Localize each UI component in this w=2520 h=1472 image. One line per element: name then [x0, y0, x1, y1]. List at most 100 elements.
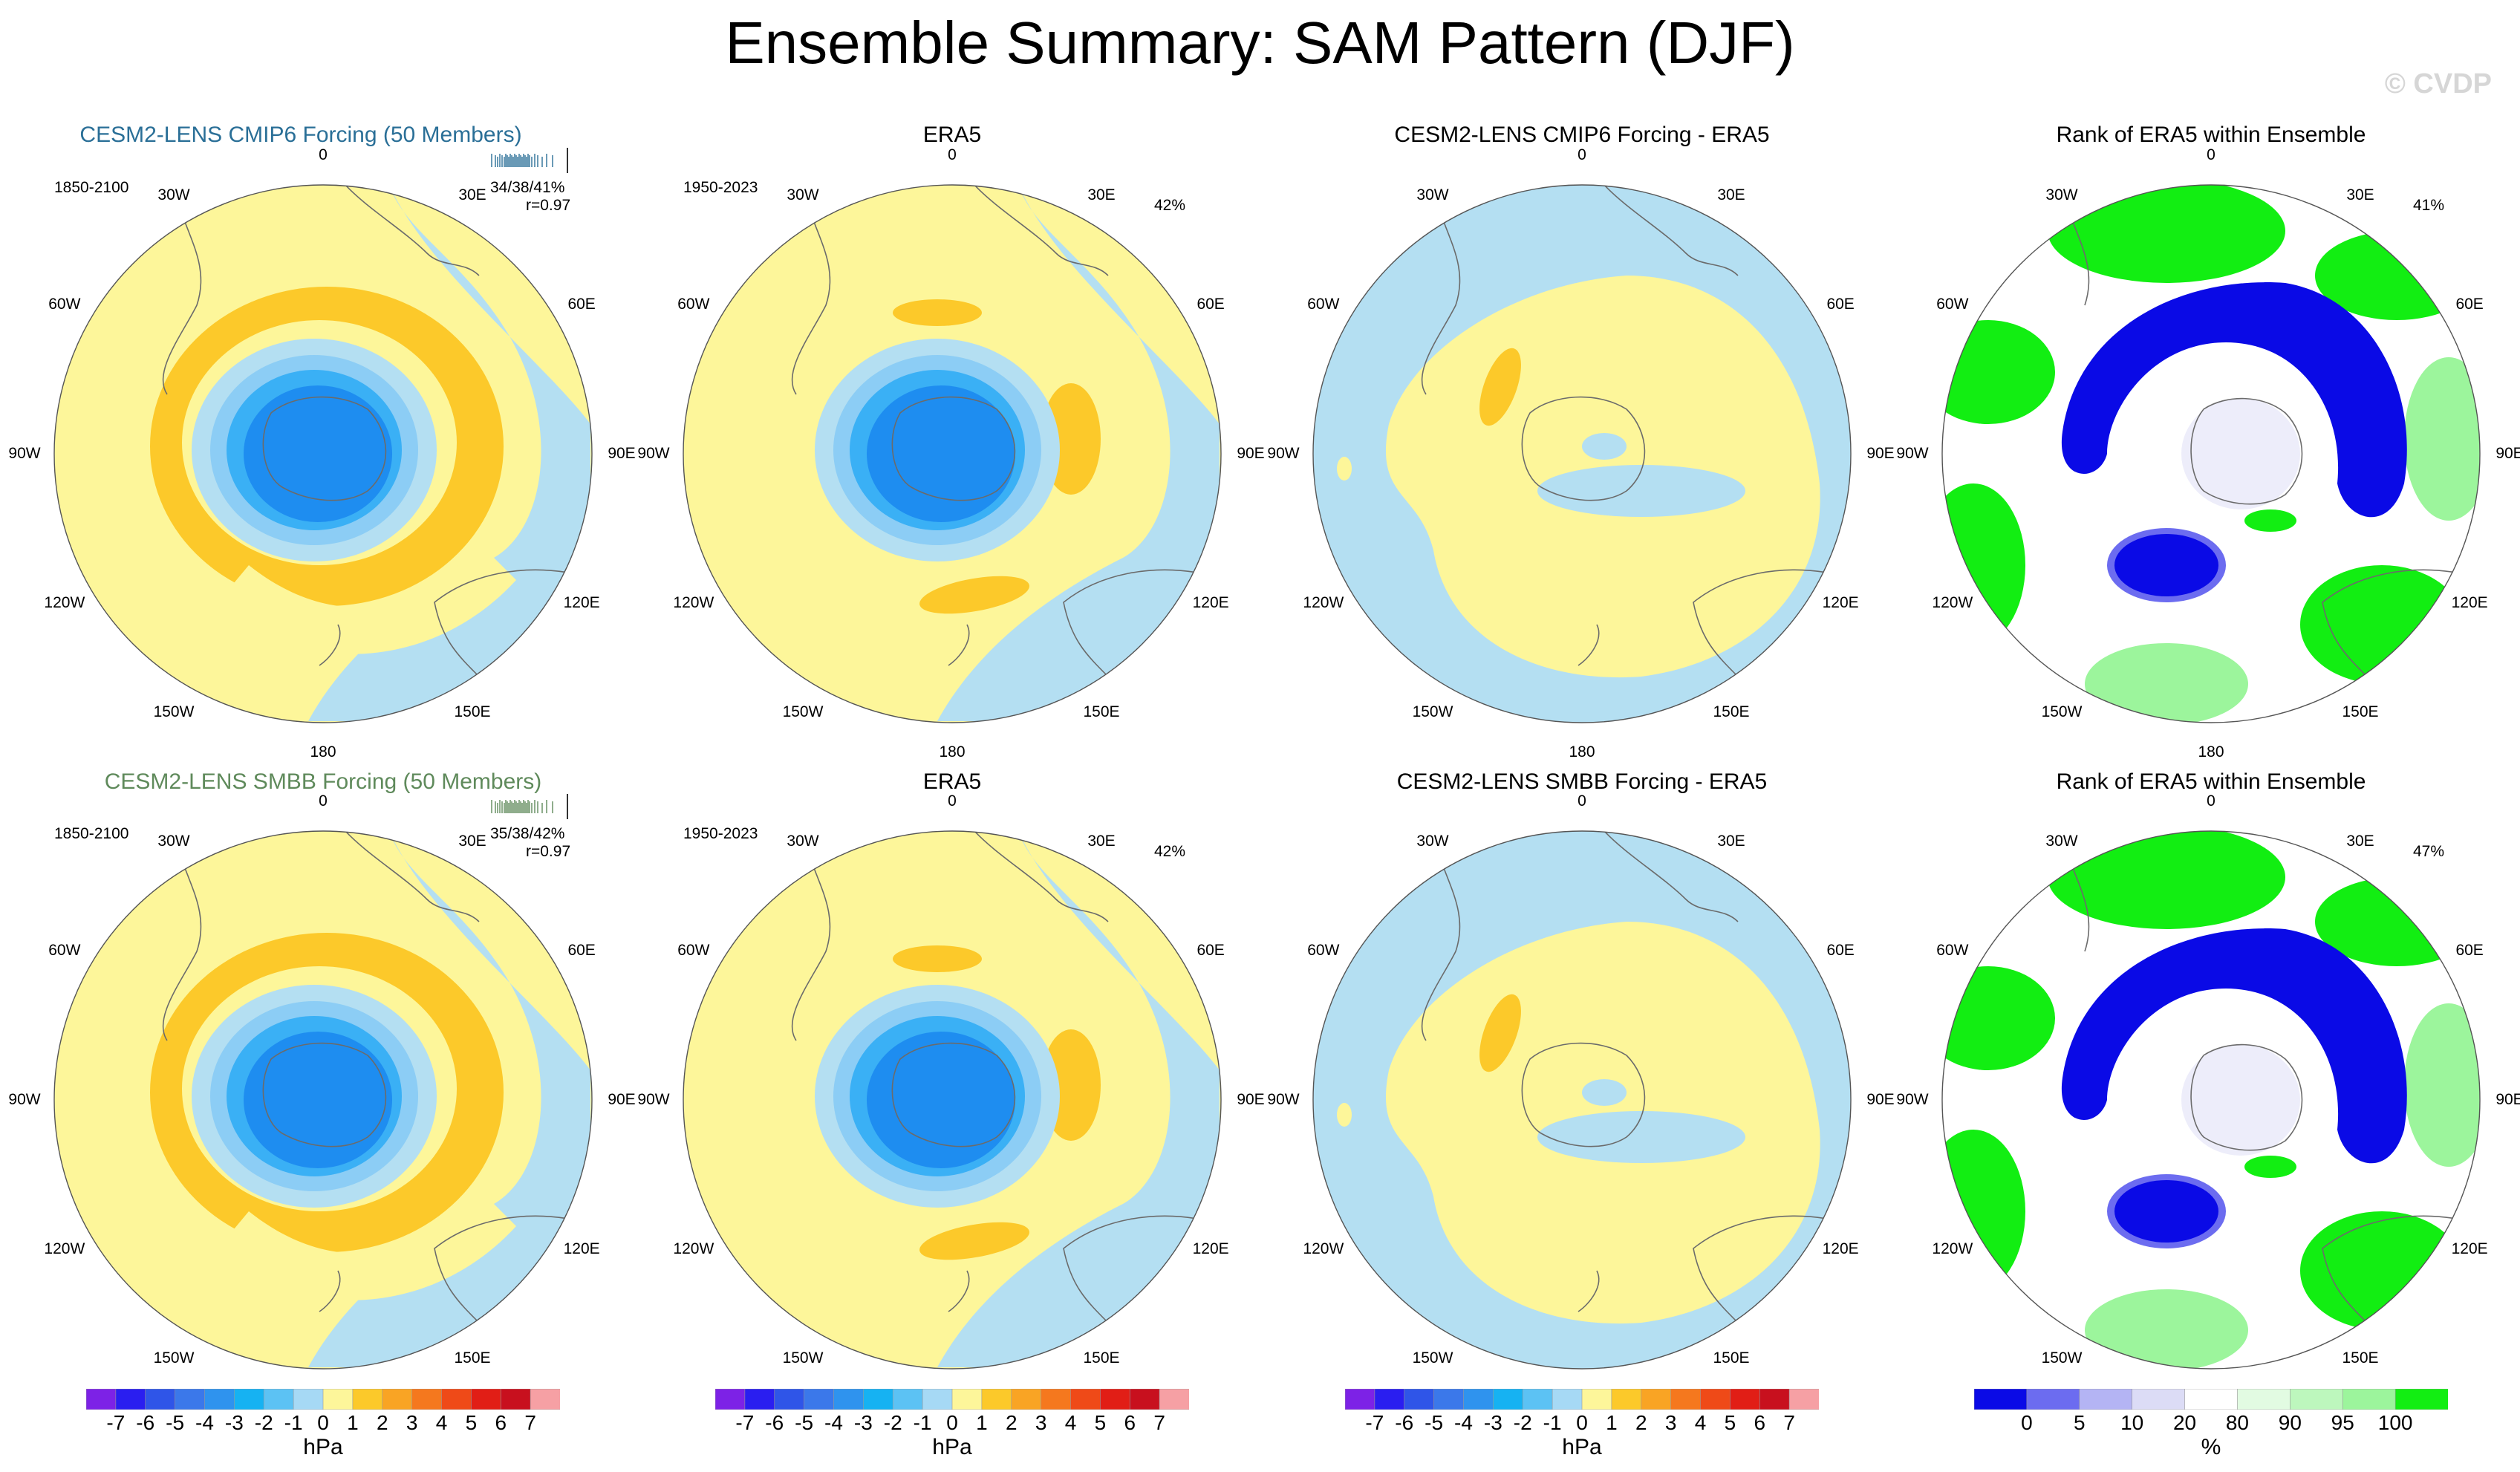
- negative-anomaly-region: [308, 186, 590, 721]
- negative-anomaly-region: [308, 833, 590, 1367]
- new-zealand-coastline: [1578, 1270, 1600, 1312]
- longitude-label: 0: [319, 792, 328, 810]
- antarctica-coastline: [2190, 1043, 2303, 1151]
- longitude-label: 90W: [8, 1091, 41, 1108]
- longitude-label: 90E: [1866, 445, 1895, 462]
- colorbar-tick-label: -6: [765, 1411, 784, 1434]
- longitude-label: 90W: [637, 445, 670, 462]
- longitude-label: 60W: [1936, 942, 1969, 959]
- low-pressure-core: [867, 385, 1015, 522]
- colorbar-tick-label: 5: [2073, 1411, 2086, 1434]
- colorbar-tick-label: 1: [1606, 1411, 1618, 1434]
- high-rank-region: [1942, 483, 2025, 647]
- colorbar-swatch: [1670, 1389, 1702, 1410]
- longitude-label: 120W: [1303, 1240, 1344, 1257]
- africa-coastline: [345, 185, 480, 276]
- colorbar-tick-label: -7: [1365, 1411, 1384, 1434]
- colorbar-tick-label: 5: [1094, 1411, 1107, 1434]
- colorbar-swatch: [2290, 1389, 2344, 1410]
- longitude-label: 120W: [1932, 1240, 1973, 1257]
- high-rank-region: [2085, 1289, 2248, 1369]
- positive-anomaly-lobe: [919, 1222, 1029, 1260]
- longitude-label: 90E: [2495, 1091, 2520, 1108]
- longitude-label: 150W: [2041, 1349, 2083, 1367]
- high-rank-region: [2244, 509, 2296, 532]
- high-rank-region: [2048, 831, 2285, 929]
- longitude-label: 120E: [563, 1240, 600, 1257]
- variance-percent: 47%: [2413, 843, 2445, 860]
- negative-anomaly-band: [1537, 1111, 1745, 1163]
- low-pressure-core: [244, 1032, 392, 1168]
- africa-coastline: [1604, 185, 1739, 276]
- colorbar-swatch: [204, 1389, 235, 1410]
- longitude-label: 30W: [157, 832, 190, 850]
- colorbar-swatch: [1011, 1389, 1042, 1410]
- longitude-label: 90W: [8, 445, 41, 462]
- longitude-label: 30E: [1717, 186, 1745, 203]
- africa-coastline: [974, 185, 1109, 276]
- colorbar-swatch: [922, 1389, 953, 1410]
- colorbar-swatch: [1974, 1389, 2028, 1410]
- antarctica-coastline: [1521, 1042, 1646, 1147]
- longitude-label: 150E: [1713, 703, 1750, 721]
- longitude-label: 30W: [1416, 186, 1449, 203]
- colorbar-swatch: [1463, 1389, 1494, 1410]
- longitude-label: 0: [1578, 792, 1586, 810]
- colorbar-swatch: [2184, 1389, 2239, 1410]
- longitude-label: 90E: [608, 1091, 636, 1108]
- longitude-label: 150W: [153, 1349, 195, 1367]
- panel-title: CESM2-LENS CMIP6 Forcing (50 Members): [79, 123, 522, 147]
- colorbar-swatch: [1700, 1389, 1731, 1410]
- colorbar-swatch: [500, 1389, 531, 1410]
- colorbar-unit: hPa: [932, 1435, 972, 1459]
- figure-title: Ensemble Summary: SAM Pattern (DJF): [725, 10, 1795, 76]
- colorbar-swatch: [263, 1389, 294, 1410]
- colorbar-swatch: [715, 1389, 746, 1410]
- polar-cap-mid-rank: [2181, 398, 2300, 509]
- colorbar-swatch: [530, 1389, 560, 1410]
- positive-anomaly-lobe: [1479, 348, 1521, 426]
- africa-coastline: [345, 831, 480, 922]
- colorbar-swatch: [1522, 1389, 1553, 1410]
- longitude-label: 150W: [153, 703, 195, 721]
- colorbar-tick-label: 20: [2172, 1411, 2197, 1434]
- longitude-label: 90W: [637, 1091, 670, 1108]
- colorbar-tick-label: 7: [1783, 1411, 1795, 1434]
- colorbar-tick-label: 7: [524, 1411, 536, 1434]
- colorbar-unit: hPa: [1562, 1435, 1602, 1459]
- high-rank-region: [2300, 1211, 2464, 1330]
- longitude-label: 0: [2207, 792, 2215, 810]
- colorbar-tick-label: 80: [2225, 1411, 2250, 1434]
- longitude-label: 90E: [1237, 445, 1265, 462]
- colorbar-swatch: [86, 1389, 117, 1410]
- colorbar-tick-label: 10: [2120, 1411, 2144, 1434]
- colorbar-swatch: [804, 1389, 835, 1410]
- colorbar-tick-label: 2: [1005, 1411, 1018, 1434]
- longitude-label: 120E: [2451, 594, 2488, 611]
- colorbar-swatch: [744, 1389, 775, 1410]
- period-label: 1950-2023: [683, 179, 758, 196]
- colorbar-tick-label: -1: [1543, 1411, 1562, 1434]
- variance-percent: 41%: [2413, 197, 2445, 214]
- colorbar-tick-label: -6: [136, 1411, 155, 1434]
- negative-anomaly-region: [937, 833, 1220, 1367]
- antarctica-coastline: [891, 1042, 1016, 1147]
- colorbar-swatch: [892, 1389, 923, 1410]
- longitude-label: 30E: [2346, 186, 2374, 203]
- longitude-label: 30W: [787, 186, 819, 203]
- colorbar-tick-label: -7: [106, 1411, 126, 1434]
- colorbar-tick-label: -4: [824, 1411, 843, 1434]
- ring-break: [212, 543, 516, 654]
- colorbar-tick-label: 0: [1576, 1411, 1588, 1434]
- longitude-label: 60W: [677, 296, 710, 313]
- positive-anomaly-lobe: [893, 945, 982, 972]
- longitude-label: 0: [319, 146, 328, 163]
- colorbar-swatch: [1581, 1389, 1612, 1410]
- longitude-label: 60E: [2455, 296, 2484, 313]
- longitude-label: 120E: [2451, 1240, 2488, 1257]
- longitude-label: 0: [2207, 146, 2215, 163]
- longitude-label: 150E: [2342, 703, 2379, 721]
- longitude-label: 30W: [2045, 186, 2078, 203]
- cvdp-watermark: © CVDP: [2384, 68, 2492, 100]
- colorbar-swatch: [2394, 1389, 2448, 1410]
